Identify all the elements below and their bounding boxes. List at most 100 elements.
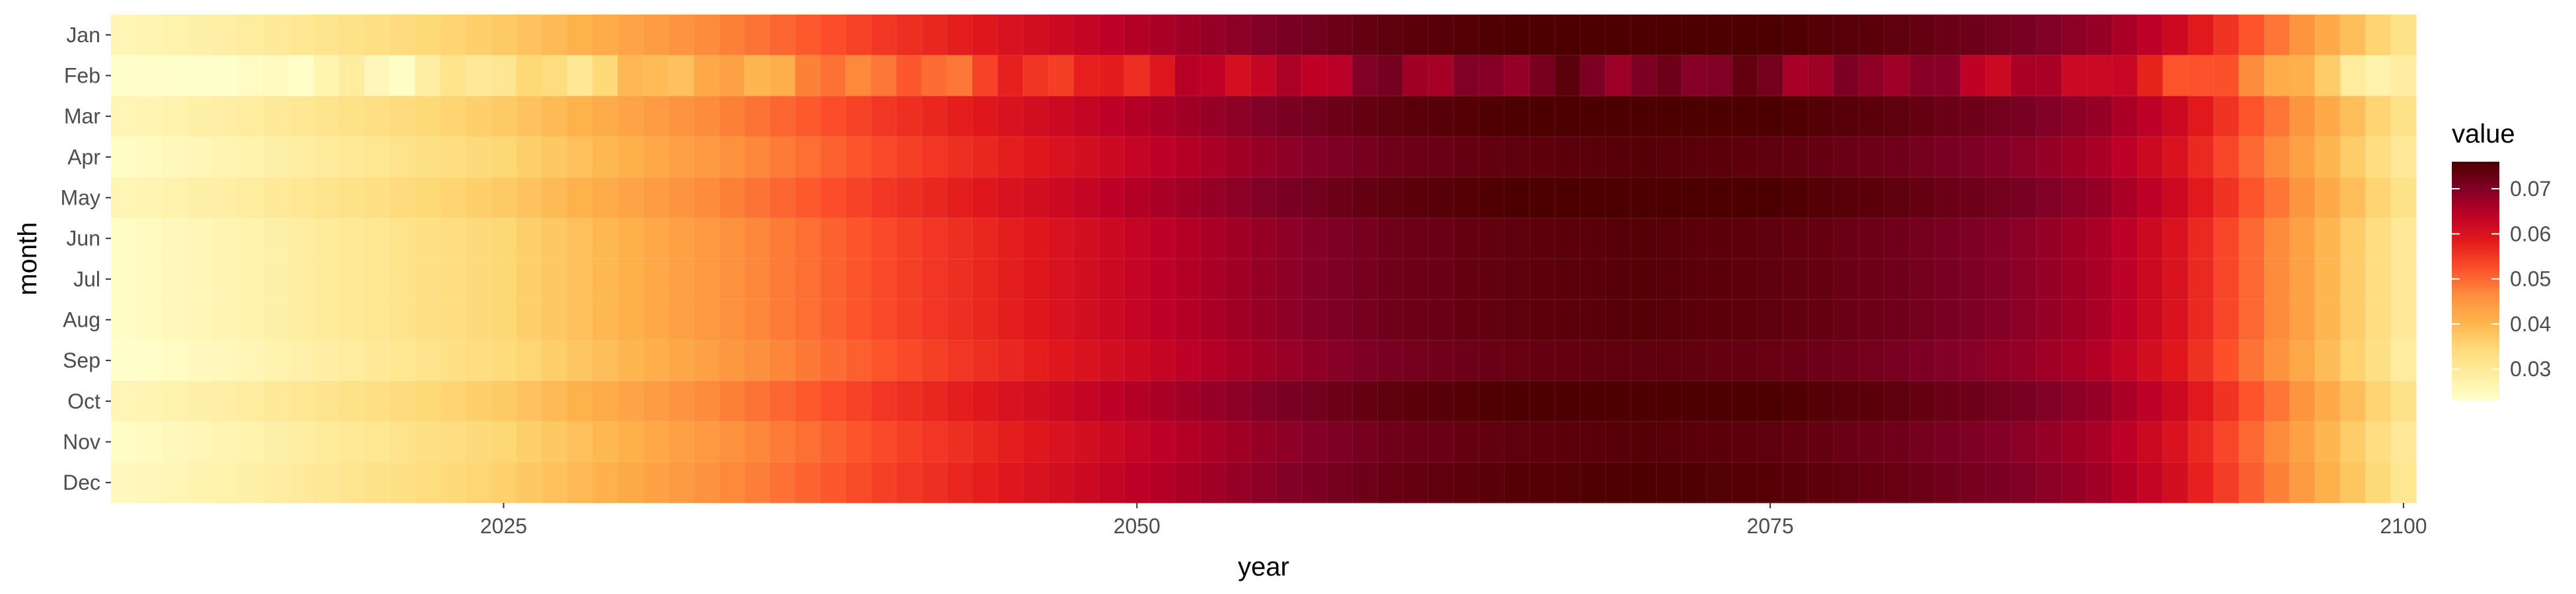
heatmap-cell: [1529, 462, 1556, 504]
heatmap-cell: [1960, 218, 1986, 259]
heatmap-cell: [161, 340, 188, 381]
heatmap-cell: [1326, 259, 1353, 300]
heatmap-cell: [921, 381, 947, 422]
heatmap-cell: [1935, 96, 1961, 137]
heatmap-cell: [1681, 259, 1707, 300]
heatmap-cell: [972, 96, 998, 137]
heatmap-cell: [668, 421, 694, 463]
heatmap-cell: [364, 55, 390, 96]
heatmap-cell: [364, 381, 390, 422]
heatmap-cell: [1073, 421, 1100, 463]
heatmap-cell: [1986, 177, 2011, 218]
heatmap-cell: [1656, 96, 1682, 137]
heatmap-cell: [2340, 55, 2366, 96]
heatmap-cell: [465, 340, 491, 381]
heatmap-cell: [1428, 299, 1454, 341]
heatmap-cell: [1022, 340, 1049, 381]
heatmap-cell: [1352, 462, 1378, 504]
heatmap-cell: [1808, 177, 1834, 218]
heatmap-cell: [921, 55, 947, 96]
heatmap-cell: [491, 15, 517, 56]
heatmap-cell: [187, 218, 213, 259]
heatmap-cell: [1225, 218, 1252, 259]
heatmap-cell: [1428, 340, 1454, 381]
heatmap-cell: [947, 259, 973, 300]
heatmap-cell: [313, 259, 340, 300]
heatmap-cell: [339, 15, 365, 56]
heatmap-cell: [1529, 259, 1556, 300]
heatmap-cell: [389, 259, 415, 300]
heatmap-cell: [947, 137, 973, 178]
heatmap-cell: [2137, 55, 2163, 96]
heatmap-cell: [1757, 381, 1783, 422]
heatmap-cell: [541, 177, 567, 218]
heatmap-cell: [2011, 381, 2037, 422]
heatmap-cell: [440, 55, 466, 96]
heatmap-cell: [339, 340, 365, 381]
heatmap-cell: [1174, 15, 1201, 56]
heatmap-cell: [2264, 421, 2290, 463]
heatmap-cell: [694, 421, 719, 463]
heatmap-cell: [1276, 96, 1302, 137]
heatmap-cell: [1428, 15, 1454, 56]
heatmap-cell: [2188, 15, 2214, 56]
heatmap-cell: [694, 177, 719, 218]
heatmap-cell: [1225, 15, 1252, 56]
heatmap-cell: [845, 340, 871, 381]
heatmap-cell: [2390, 259, 2417, 300]
y-tick-label: Oct: [67, 389, 100, 413]
heatmap-cell: [921, 340, 947, 381]
heatmap-cell: [2289, 15, 2315, 56]
heatmap-cell: [719, 462, 745, 504]
heatmap-cell: [1555, 381, 1581, 422]
heatmap-cell: [2213, 55, 2239, 96]
heatmap-cell: [212, 55, 238, 96]
heatmap-cell: [1478, 259, 1505, 300]
x-tick-label: 2100: [2380, 514, 2427, 538]
heatmap-cell: [618, 259, 643, 300]
heatmap-cell: [364, 259, 390, 300]
heatmap-cell: [541, 381, 567, 422]
heatmap-cell: [820, 259, 846, 300]
heatmap-cell: [1859, 55, 1885, 96]
heatmap-cell: [896, 15, 922, 56]
heatmap-cell: [972, 259, 998, 300]
heatmap-cell: [111, 462, 137, 504]
heatmap-cell: [972, 218, 998, 259]
heatmap-cell: [618, 381, 643, 422]
heatmap-cell: [1402, 218, 1429, 259]
heatmap-cell: [1174, 177, 1201, 218]
legend-tick-label: 0.05: [2510, 267, 2551, 291]
heatmap-cell: [2365, 462, 2392, 504]
heatmap-cell: [1276, 259, 1302, 300]
heatmap-cell: [1174, 55, 1201, 96]
heatmap-cell: [187, 137, 213, 178]
heatmap-cell: [871, 421, 897, 463]
heatmap-cell: [1428, 259, 1454, 300]
heatmap-cell: [1250, 259, 1277, 300]
heatmap-cell: [440, 96, 466, 137]
heatmap-cell: [1200, 218, 1226, 259]
heatmap-cell: [719, 259, 745, 300]
heatmap-cell: [1276, 137, 1302, 178]
heatmap-cell: [1478, 299, 1505, 341]
heatmap-cell: [845, 55, 871, 96]
heatmap-cell: [491, 177, 517, 218]
legend-tick-label: 0.06: [2510, 222, 2551, 246]
heatmap-cell: [136, 218, 162, 259]
heatmap-cell: [567, 96, 593, 137]
heatmap-cell: [516, 421, 542, 463]
heatmap-cell: [643, 15, 669, 56]
heatmap-cell: [871, 15, 897, 56]
heatmap-cell: [592, 218, 618, 259]
heatmap-cell: [1174, 299, 1201, 341]
x-tick-label: 2025: [480, 514, 527, 538]
heatmap-cell: [769, 421, 795, 463]
heatmap-cell: [263, 259, 289, 300]
heatmap-cell: [947, 462, 973, 504]
heatmap-cell: [263, 340, 289, 381]
heatmap-cell: [161, 55, 188, 96]
heatmap-cell: [2011, 259, 2037, 300]
heatmap-cell: [795, 462, 821, 504]
heatmap-cell: [2213, 381, 2239, 422]
